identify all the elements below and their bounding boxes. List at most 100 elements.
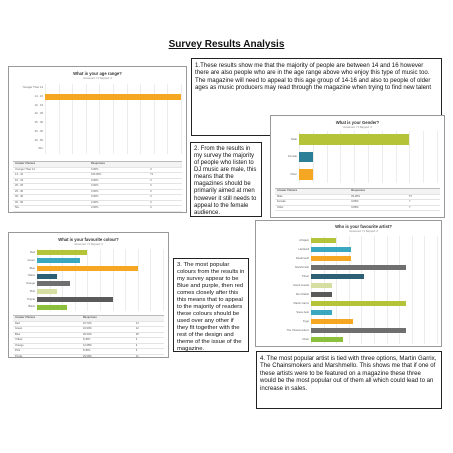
q3-gridline [112, 249, 114, 311]
q1-table-header-cell [150, 162, 175, 167]
q1-table-cell: 0 [150, 184, 152, 187]
q3-category-label: Black [28, 305, 35, 309]
q1-table-cell: 50+ [15, 206, 20, 209]
q3-bar [37, 258, 80, 264]
q3-table-cell: 39.44% [82, 332, 92, 336]
q3-table-header-cell: Answer Choices [15, 316, 36, 319]
q4-category-label: Steve Aoki [296, 311, 309, 314]
q3-table-cell: Pink [15, 349, 21, 352]
q4-category-label: Tiësto [301, 275, 309, 278]
q4-category-label: Deadmau5 [295, 257, 309, 260]
q1-chart-title: What is your age range? [73, 71, 122, 76]
q4-gridline [323, 236, 325, 344]
q2-table-row: Other 9.86% 7 [275, 205, 440, 211]
q3-table-cell: Blue [15, 332, 21, 336]
q4-gridline [437, 236, 438, 344]
q1-table-row: 20 - 25 0.00% 0 [13, 184, 182, 190]
q4-gridline [361, 236, 363, 344]
q1-category-label: 30 - 40 [34, 129, 43, 133]
q1-chart: Younger Than 14 14 - 16 16 - 19 20 - 25 25 -… [23, 84, 182, 154]
q1-table-row: 14 - 16 100.00% 71 [13, 173, 182, 179]
q1-gridline [58, 84, 60, 154]
q2-gridline [381, 131, 383, 183]
q4-chart: Afrojack Hardwell Deadmau5 Marshmello Tiësto… [286, 236, 438, 344]
q1-category-label: 25 - 30 [34, 121, 43, 124]
q4-bar [311, 246, 351, 253]
q1-table-row: 50+ 0.00% 0 [13, 206, 182, 212]
q1-panel: What is your age range? Answered: 71 Ski… [8, 66, 187, 213]
q3-table-cell: Orange [15, 343, 24, 347]
q2-gridline [423, 131, 425, 183]
q4-bar [311, 291, 332, 298]
q2-gridline [326, 131, 328, 183]
q3-gridline [150, 249, 152, 311]
q3-table-cell: 16.90% [82, 327, 92, 330]
q4-category-label: Afrojack [299, 239, 309, 242]
q2-gridline [354, 131, 356, 183]
q2-category-label: Female [288, 155, 297, 159]
q3-table-cell: 9 [135, 343, 138, 347]
q3-table-cell: 12 [135, 327, 139, 330]
q4-category-label: Martin Garrix [293, 302, 309, 305]
q2-table-header-cell: Responses [351, 189, 366, 192]
q2-category-label: Male [291, 138, 297, 141]
q3-category-label: Purple [27, 297, 35, 301]
q3-table-cell: 12.68% [82, 343, 92, 347]
q3-table-row: Green 16.90% 12 [13, 327, 164, 333]
q1-table-header-cell: Answer Choices [15, 162, 36, 165]
q4-gridline [399, 236, 401, 344]
q3-table-cell: 29.58% [82, 354, 92, 358]
q1-gridline [126, 84, 128, 154]
q4-gridline [386, 236, 388, 344]
q3-chart: Red Green Blue Yellow Orange Pink Purple Black [26, 249, 164, 311]
q2-table-header: Answer Choices Responses [275, 189, 440, 195]
q4-panel: Who is your favourite artist? Answered: … [255, 220, 442, 347]
q3-table-cell: Red [15, 321, 20, 325]
q3-table-cell: 6 [135, 349, 138, 352]
q3-bar [37, 250, 88, 256]
q2-chart-subtitle: Answered: 71 Skipped: 0 [343, 126, 372, 129]
q2-table-cell: Female [277, 200, 286, 203]
q1-table-cell: 0.00% [91, 189, 99, 193]
q2-chart-title: What is your Gender? [335, 120, 380, 125]
q3-bar [37, 273, 58, 279]
q4-gridline [311, 236, 312, 344]
q3-table: Answer Choices Responses Red 19.72% 14 Green 1… [13, 315, 164, 358]
q1-table-cell [91, 212, 150, 213]
q3-table-cell: 21 [135, 354, 139, 358]
q1-table-cell: 0 [150, 189, 152, 193]
q1-table-cell: Younger Than 14 [15, 167, 35, 171]
q2-table-cell: Other [277, 205, 284, 209]
q1-gridline [167, 84, 169, 154]
q3-table-row: Blue 39.44% 28 [13, 332, 164, 338]
q2-table-cell: 9.86% [351, 200, 359, 203]
q1-table-cell: 25 - 30 [15, 189, 24, 193]
q1-category-label: 16 - 19 [34, 103, 43, 107]
q3-table-cell: 14 [135, 321, 139, 325]
q3-table-row: Purple 29.58% 21 [13, 354, 164, 358]
q1-category-label: 14 - 16 [34, 94, 43, 98]
q1-table-row: 16 - 19 0.00% 0 [13, 178, 182, 184]
note-4-text: 4. The most popular artist is tied with … [260, 355, 437, 392]
q3-table-row: Red 19.72% 14 [13, 321, 164, 327]
q3-gridline [125, 249, 127, 311]
q3-category-label: Green [27, 258, 35, 262]
q4-gridline [374, 236, 375, 344]
q2-table-cell: 80.28% [351, 194, 361, 198]
q1-table-cell: 0 [150, 178, 152, 182]
q3-table-cell: Yellow [15, 338, 23, 341]
q3-table-header-cell [136, 316, 159, 321]
q3-gridline [62, 249, 64, 311]
q3-bar [37, 281, 70, 287]
q3-category-label: Yellow [27, 274, 35, 278]
q4-bar [311, 309, 332, 316]
q1-gridline [153, 84, 155, 154]
q2-gridline [340, 131, 342, 183]
q2-category-label: Other [290, 172, 297, 176]
q3-gridline [87, 249, 89, 311]
q2-table-cell: 7 [409, 200, 411, 203]
q1-table-cell: 0.00% [91, 206, 99, 209]
q3-table-cell: 19.72% [82, 321, 92, 325]
q4-category-label: Kygo [302, 320, 309, 323]
q3-table-row: Orange 12.68% 9 [13, 343, 164, 349]
